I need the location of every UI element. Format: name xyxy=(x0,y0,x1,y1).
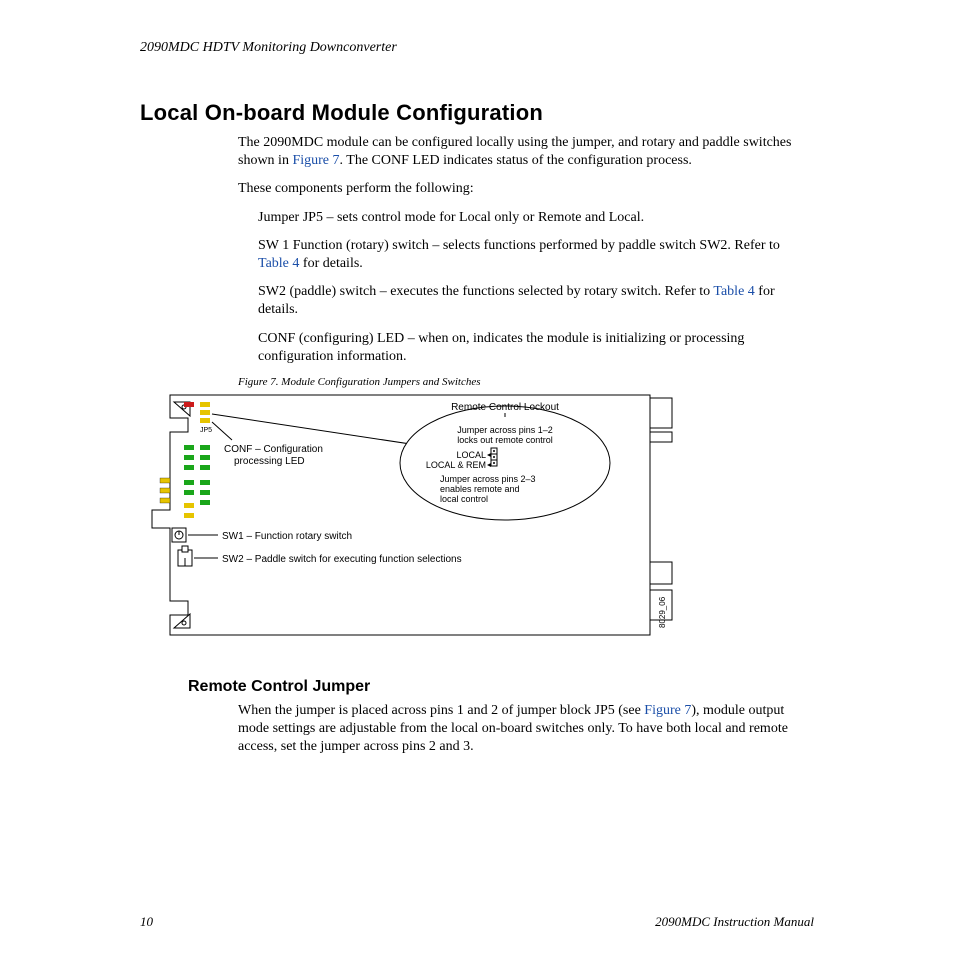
edge-pins xyxy=(160,478,170,503)
intro-para-1b: . The CONF LED indicates status of the c… xyxy=(340,153,692,168)
subsection-para: When the jumper is placed across pins 1 … xyxy=(238,702,814,757)
item-sw1: SW 1 Function (rotary) switch – selects … xyxy=(258,237,814,273)
j12a: Jumper across pins 1–2 xyxy=(457,425,553,435)
connector-top xyxy=(650,398,672,428)
j23c: local control xyxy=(440,494,488,504)
intro-para-2: These components perform the following: xyxy=(238,180,814,198)
item-sw2: SW2 (paddle) switch – executes the funct… xyxy=(258,283,814,319)
sw2-label: SW2 – Paddle switch for executing functi… xyxy=(222,554,462,565)
board-diagram-svg: JP5 CONF – Configuration proce xyxy=(140,390,700,655)
component-list: Jumper JP5 – sets control mode for Local… xyxy=(258,209,814,366)
figure-7-link[interactable]: Figure 7 xyxy=(292,153,339,168)
connector-bot1 xyxy=(650,562,672,584)
remote-lockout-label: Remote Control Lockout xyxy=(451,402,559,413)
connector-mid xyxy=(650,432,672,442)
figure-7-link-2[interactable]: Figure 7 xyxy=(644,703,691,718)
subsection-title: Remote Control Jumper xyxy=(188,678,814,696)
table-4-link-1[interactable]: Table 4 xyxy=(258,256,299,271)
table-4-link-2[interactable]: Table 4 xyxy=(713,284,754,299)
j23b: enables remote and xyxy=(440,484,520,494)
j12b: locks out remote control xyxy=(457,435,553,445)
manual-title: 2090MDC Instruction Manual xyxy=(655,914,814,930)
sw1-symbol xyxy=(172,528,186,542)
subsection-body: When the jumper is placed across pins 1 … xyxy=(238,702,814,757)
leader-conf xyxy=(212,422,232,440)
item-jp5: Jumper JP5 – sets control mode for Local… xyxy=(258,209,814,227)
sw2-symbol xyxy=(178,546,192,566)
page: 2090MDC HDTV Monitoring Downconverter Lo… xyxy=(0,0,954,954)
jp5-label: JP5 xyxy=(200,427,212,434)
part-number: 8029_06 xyxy=(658,596,667,628)
localrem-label: LOCAL & REM xyxy=(426,460,486,470)
running-header: 2090MDC HDTV Monitoring Downconverter xyxy=(140,40,814,56)
item-conf: CONF (configuring) LED – when on, indica… xyxy=(258,330,814,366)
intro-block: The 2090MDC module can be configured loc… xyxy=(238,134,814,366)
diagram: JP5 CONF – Configuration proce xyxy=(140,390,814,660)
intro-para-1: The 2090MDC module can be configured loc… xyxy=(238,134,814,170)
j23a: Jumper across pins 2–3 xyxy=(440,474,536,484)
footer: 10 2090MDC Instruction Manual xyxy=(140,914,814,930)
section-title: Local On-board Module Configuration xyxy=(140,100,814,126)
conf-label-1: CONF – Configuration xyxy=(224,444,323,455)
local-label: LOCAL xyxy=(456,450,486,460)
figure-caption: Figure 7. Module Configuration Jumpers a… xyxy=(238,376,814,388)
conf-label-2: processing LED xyxy=(234,456,305,467)
sw1-label: SW1 – Function rotary switch xyxy=(222,531,352,542)
page-number: 10 xyxy=(140,914,153,930)
